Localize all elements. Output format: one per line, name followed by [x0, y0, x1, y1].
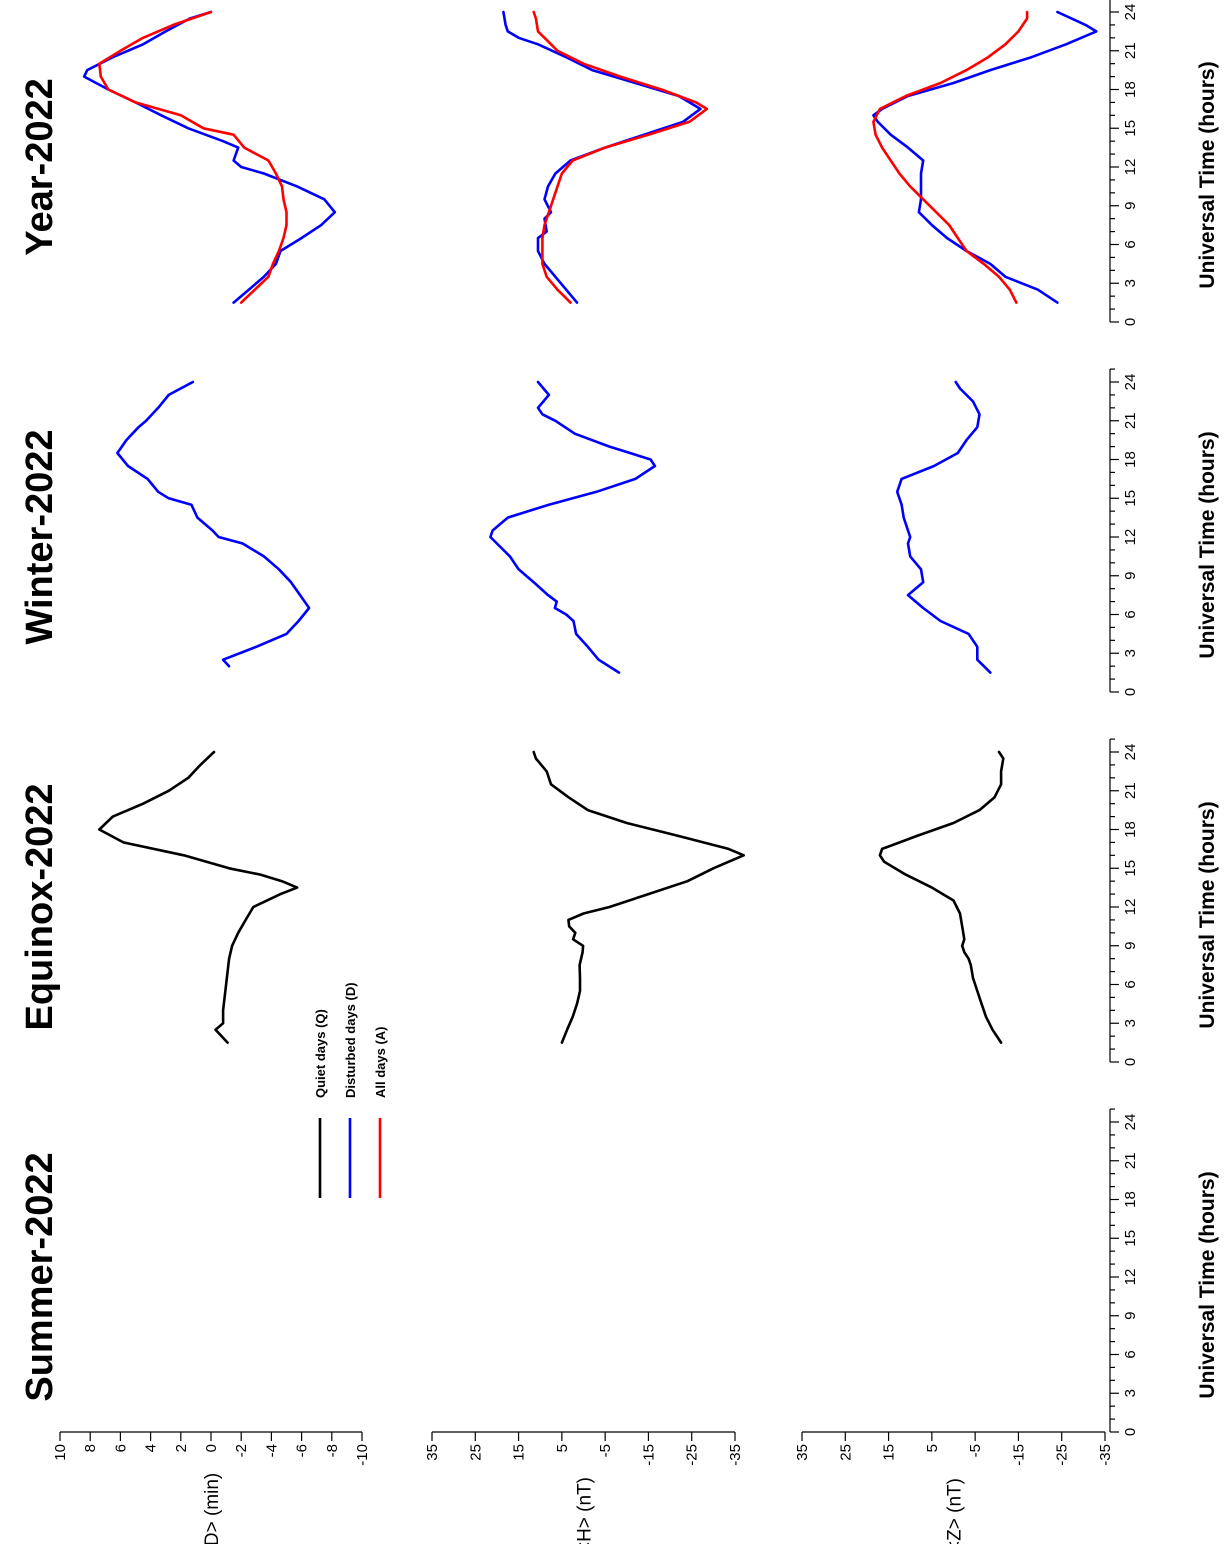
time-tick-label: 0	[1122, 318, 1139, 326]
time-tick-label: 6	[1122, 610, 1139, 618]
time-tick-label: 0	[1122, 1058, 1139, 1066]
time-tick-label: 12	[1122, 1269, 1139, 1286]
series-line-Z-quiet-days-q-	[878, 750, 1005, 1044]
time-tick-label: 15	[1122, 1230, 1139, 1247]
ylabel-D: <D> (min)	[202, 1473, 223, 1544]
value-tick-label-D: -4	[263, 1444, 280, 1457]
value-tick-label-Z: -35	[1097, 1444, 1114, 1466]
value-tick-label-D: 4	[143, 1444, 160, 1452]
value-tick-label-Z: -15	[1010, 1444, 1027, 1466]
time-tick-label: 21	[1122, 782, 1139, 799]
time-tick-label: 0	[1122, 1428, 1139, 1436]
xlabel: Universal Time (hours)	[1196, 61, 1219, 288]
time-tick-label: 3	[1122, 1389, 1139, 1397]
value-tick-label-H: 15	[511, 1444, 528, 1461]
time-tick-label: 3	[1122, 279, 1139, 287]
time-tick-label: 24	[1122, 1114, 1139, 1131]
xlabel: Universal Time (hours)	[1196, 431, 1219, 658]
panel-Year-2022: Year-2022 0 3 6 9 12 15 18 21 24 Universal Time (h…	[19, 0, 1219, 326]
time-tick-label: 6	[1122, 980, 1139, 988]
value-tick-label-D: 8	[82, 1444, 99, 1452]
value-tick-label-H: 35	[424, 1444, 441, 1461]
value-axis-Z: 35 25 15 5 -5 -15 -25 -35 <Z> (nT)	[794, 1431, 1114, 1544]
time-tick-label: 18	[1122, 451, 1139, 468]
series-line-Z-all-days-a-	[872, 10, 1029, 304]
value-tick-label-Z: -25	[1054, 1444, 1071, 1466]
legend: Quiet days (Q) Disturbed days (D) All days…	[313, 982, 388, 1198]
time-tick-label: 0	[1122, 688, 1139, 696]
value-tick-label-D: -10	[354, 1444, 371, 1466]
series-line-D-disturbed-days-d-	[116, 380, 311, 668]
value-tick-label-D: 0	[203, 1444, 220, 1452]
panel-title: Summer-2022	[19, 1152, 61, 1401]
time-tick-label: 12	[1122, 159, 1139, 176]
time-tick-label: 6	[1122, 240, 1139, 248]
series-line-D-quiet-days-q-	[98, 750, 299, 1044]
value-axis-D: 10 8 6 4 2 0 -2 -4 -6 -8 -10 <D> (min)	[52, 1431, 371, 1544]
time-tick-label: 3	[1122, 1019, 1139, 1027]
value-tick-label-D: -2	[233, 1444, 250, 1457]
series-line-Z-disturbed-days-d-	[895, 380, 992, 674]
time-tick-label: 3	[1122, 649, 1139, 657]
time-tick-label: 21	[1122, 1152, 1139, 1169]
value-tick-label-H: 25	[467, 1444, 484, 1461]
xlabel: Universal Time (hours)	[1196, 1171, 1219, 1398]
time-tick-label: 21	[1122, 412, 1139, 429]
time-tick-label: 24	[1122, 4, 1139, 21]
time-tick-label: 18	[1122, 1191, 1139, 1208]
series-line-H-disturbed-days-d-	[489, 380, 657, 674]
value-tick-label-H: -5	[597, 1444, 614, 1457]
value-tick-label-H: -35	[727, 1444, 744, 1466]
value-axis-H: 35 25 15 5 -5 -15 -25 -35 <H> (nT)	[424, 1431, 744, 1544]
value-tick-label-D: 2	[173, 1444, 190, 1452]
value-tick-label-H: -25	[684, 1444, 701, 1466]
time-tick-label: 15	[1122, 120, 1139, 137]
value-tick-label-Z: 35	[794, 1444, 811, 1461]
value-tick-label-D: -8	[324, 1444, 341, 1457]
time-tick-label: 6	[1122, 1350, 1139, 1358]
time-tick-label: 9	[1122, 1312, 1139, 1320]
value-tick-label-D: 6	[112, 1444, 129, 1452]
time-tick-label: 18	[1122, 81, 1139, 98]
value-tick-label-D: -6	[294, 1444, 311, 1457]
time-tick-label: 15	[1122, 860, 1139, 877]
time-tick-label: 18	[1122, 821, 1139, 838]
value-tick-label-H: -15	[640, 1444, 657, 1466]
time-tick-label: 12	[1122, 529, 1139, 546]
series-line-H-disturbed-days-d-	[502, 10, 702, 304]
time-tick-label: 9	[1122, 572, 1139, 580]
time-tick-label: 9	[1122, 942, 1139, 950]
legend-label: Quiet days (Q)	[313, 1009, 328, 1098]
ylabel-Z: <Z> (nT)	[945, 1478, 966, 1544]
legend-label: All days (A)	[373, 1026, 388, 1098]
series-line-H-quiet-days-q-	[532, 750, 745, 1044]
panel-title: Equinox-2022	[19, 783, 61, 1030]
value-tick-label-Z: 25	[837, 1444, 854, 1461]
time-tick-label: 9	[1122, 202, 1139, 210]
time-tick-label: 24	[1122, 374, 1139, 391]
series-line-H-all-days-a-	[532, 10, 709, 304]
time-tick-label: 21	[1122, 42, 1139, 59]
time-tick-label: 24	[1122, 744, 1139, 761]
panel-Equinox-2022: Equinox-2022 0 3 6 9 12 15 18 21 24 Universal Time…	[19, 738, 1219, 1066]
series-line-D-disturbed-days-d-	[82, 10, 337, 304]
value-tick-label-D: 10	[52, 1444, 69, 1461]
series-line-Z-disturbed-days-d-	[872, 10, 1098, 304]
legend-label: Disturbed days (D)	[343, 982, 358, 1098]
panel-Summer-2022: Summer-2022 0 3 6 9 12 15 18 21 24 Universal Time …	[19, 1108, 1219, 1436]
time-tick-label: 12	[1122, 899, 1139, 916]
value-tick-label-Z: 15	[881, 1444, 898, 1461]
series-line-D-all-days-a-	[98, 10, 288, 304]
value-tick-label-Z: 5	[924, 1444, 941, 1452]
panel-title: Year-2022	[19, 78, 61, 256]
panel-Winter-2022: Winter-2022 0 3 6 9 12 15 18 21 24 Universal Time …	[19, 368, 1219, 696]
panel-title: Winter-2022	[19, 429, 61, 644]
time-tick-label: 15	[1122, 490, 1139, 507]
value-tick-label-Z: -5	[967, 1444, 984, 1457]
value-tick-label-H: 5	[554, 1444, 571, 1452]
xlabel: Universal Time (hours)	[1196, 801, 1219, 1028]
ylabel-H: <H> (nT)	[575, 1477, 596, 1544]
